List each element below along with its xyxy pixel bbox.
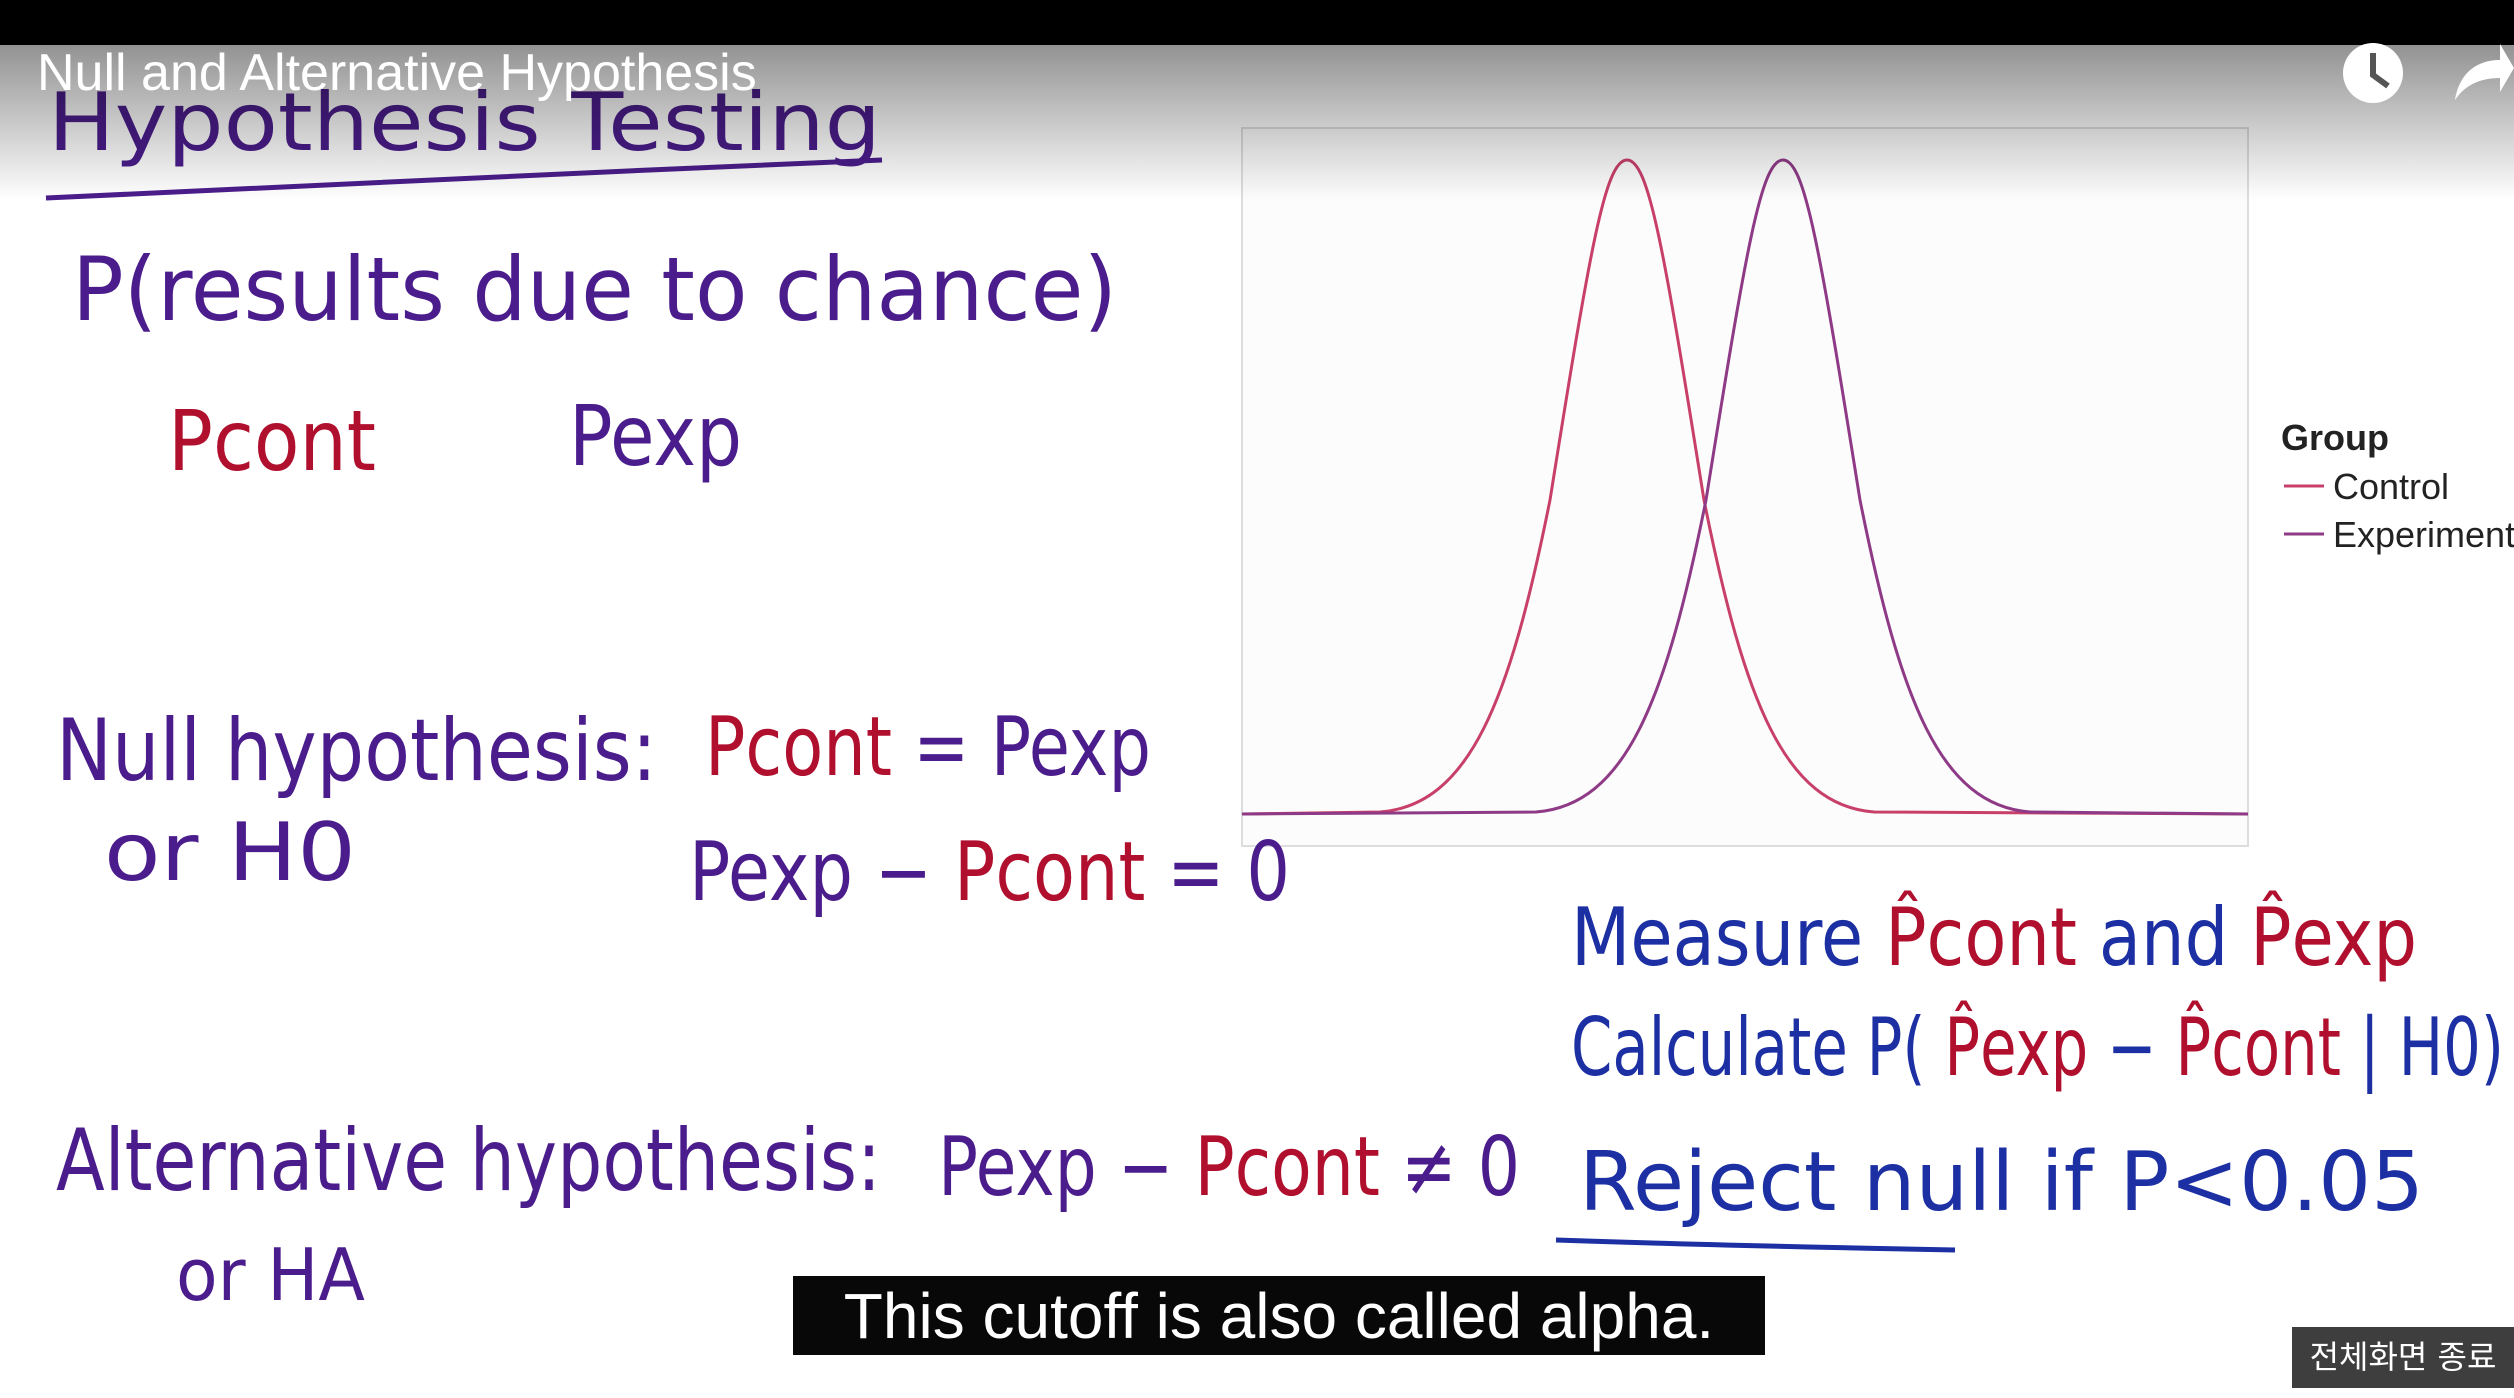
null-label: Null hypothesis: xyxy=(56,701,657,801)
alt-label: Alternative hypothesis: xyxy=(56,1111,881,1211)
term: Pexp xyxy=(991,700,1151,795)
term: P̂cont xyxy=(2176,999,2341,1094)
p-exp: Pexp xyxy=(569,387,742,485)
legend-label: Control xyxy=(2333,466,2449,507)
legend-title: Group xyxy=(2281,417,2389,458)
operator: = xyxy=(913,700,969,795)
alt-equation: Pexp − Pcont ≠ 0 xyxy=(938,1120,1520,1215)
reject-underline xyxy=(1555,1237,1956,1253)
watch-later-button[interactable] xyxy=(2343,43,2403,103)
share-button[interactable] xyxy=(2455,44,2514,100)
operator: − xyxy=(2107,1001,2157,1094)
measure-line: Measure P̂cont and P̂exp xyxy=(1571,889,2417,984)
term: P̂cont xyxy=(1885,889,2077,984)
term: Pcont xyxy=(705,700,892,795)
probability: P(results due to chance) xyxy=(72,238,1117,341)
word: if P<0.05 xyxy=(2041,1135,2424,1230)
word: Measure xyxy=(1571,891,1863,984)
top-bar xyxy=(0,0,2514,45)
density-plot: Group Control Experiment xyxy=(1241,127,2514,847)
exit-fullscreen-button[interactable] xyxy=(2292,1327,2514,1388)
reject-line: Reject null if P<0.05 xyxy=(1579,1135,2424,1230)
term: Pexp xyxy=(689,825,853,920)
word: Calculate P( xyxy=(1571,1001,1926,1094)
caption: This cutoff is also called alpha. xyxy=(844,1280,1714,1352)
operator: = 0 xyxy=(1167,825,1290,920)
video-title[interactable]: Null and Alternative Hypothesis xyxy=(37,44,757,102)
calculate-line: Calculate P( P̂exp − P̂cont | H0) xyxy=(1571,999,2504,1095)
term: P̂exp xyxy=(1944,999,2088,1094)
null-equation: Pexp − Pcont = 0 xyxy=(689,825,1290,920)
clock-hands xyxy=(2370,53,2390,89)
null-alias: or H0 xyxy=(104,806,356,899)
word: Reject null xyxy=(1579,1135,2014,1230)
term: Pcont xyxy=(1195,1120,1380,1215)
operator: ≠ 0 xyxy=(1401,1120,1520,1215)
plot-panel xyxy=(1241,127,2249,847)
exit-fullscreen-label: 전체화면 종료 xyxy=(2310,1338,2497,1376)
operator: − xyxy=(1118,1120,1174,1215)
term: Pcont xyxy=(954,825,1145,920)
legend-label: Experiment xyxy=(2333,514,2514,555)
caption-box xyxy=(793,1276,1765,1355)
word: | H0) xyxy=(2360,1001,2504,1095)
word: and xyxy=(2099,891,2228,984)
operator: − xyxy=(875,825,932,920)
term: P̂exp xyxy=(2250,889,2417,984)
p-cont: Pcont xyxy=(168,392,376,490)
alt-alias: or HA xyxy=(176,1233,365,1317)
term: Pexp xyxy=(938,1120,1097,1215)
null-equation: Pcont = Pexp xyxy=(705,700,1151,795)
